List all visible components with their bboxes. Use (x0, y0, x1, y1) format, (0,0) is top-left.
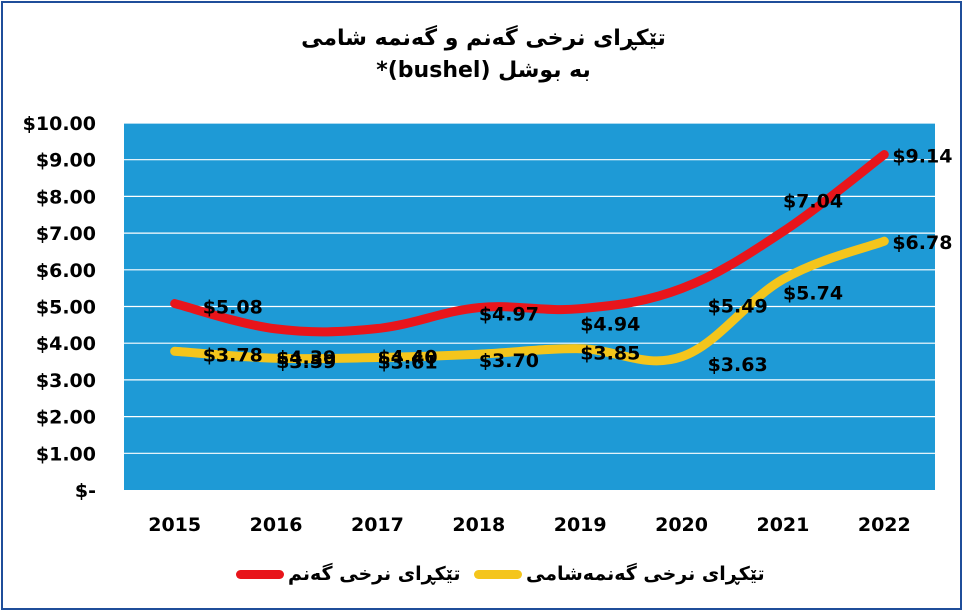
data-label: $4.97 (479, 304, 539, 326)
data-label: $3.78 (203, 344, 263, 366)
data-label: $9.14 (892, 146, 952, 168)
chart-title: تێکڕای نرخی گەنم و گەنمە شامی (301, 26, 666, 51)
legend-item-corn: تێکڕای نرخی گەنمەشامی (474, 562, 765, 586)
data-label: $4.40 (377, 347, 437, 369)
x-tick-label: 2022 (858, 514, 911, 536)
x-tick-label: 2017 (351, 514, 404, 536)
x-tick-label: 2021 (756, 514, 809, 536)
y-tick-label: $1.00 (36, 443, 96, 465)
legend-swatch-wheat (236, 569, 284, 579)
x-tick-label: 2015 (148, 514, 201, 536)
y-tick-label: $2.00 (36, 407, 96, 429)
data-label: $4.39 (276, 347, 336, 369)
y-tick-label: $3.00 (36, 370, 96, 392)
data-label: $6.78 (892, 232, 952, 254)
legend-label-corn: تێکڕای نرخی گەنمەشامی (526, 563, 765, 585)
y-tick-label: $9.00 (36, 150, 96, 172)
data-label: $5.49 (708, 296, 768, 318)
chart-subtitle: *(bushel) بە بوشل (376, 58, 591, 83)
y-tick-label: $6.00 (36, 260, 96, 282)
x-tick-label: 2019 (554, 514, 607, 536)
data-label: $3.63 (708, 354, 768, 376)
data-label: $3.59 (276, 351, 336, 373)
data-label: $3.85 (580, 343, 640, 365)
legend-label-wheat: تێکڕای نرخی گەنم (288, 563, 461, 585)
y-tick-label: $5.00 (36, 297, 96, 319)
series-line-corn (170, 236, 889, 366)
data-label: $4.94 (580, 314, 640, 336)
data-label: $3.70 (479, 350, 539, 372)
x-tick-label: 2016 (250, 514, 303, 536)
y-tick-label: $4.00 (36, 333, 96, 355)
x-tick-label: 2018 (452, 514, 505, 536)
legend-item-wheat: تێکڕای نرخی گەنم (236, 562, 461, 586)
y-tick-label: $7.00 (36, 223, 96, 245)
y-tick-label: $10.00 (23, 113, 96, 135)
y-tick-label: $- (75, 480, 96, 502)
data-label: $5.74 (783, 282, 843, 304)
data-label: $3.61 (377, 352, 437, 374)
data-label: $5.08 (203, 297, 263, 319)
y-tick-label: $8.00 (36, 186, 96, 208)
legend-swatch-corn (474, 569, 522, 579)
x-tick-label: 2020 (655, 514, 708, 536)
series-line-wheat (170, 150, 889, 337)
data-label: $7.04 (783, 191, 843, 213)
